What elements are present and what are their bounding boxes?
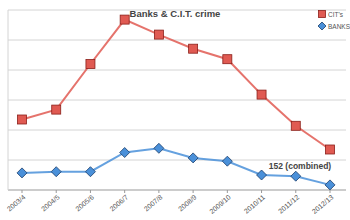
x-tick [261,190,262,193]
point [120,148,130,158]
series-line [22,20,330,150]
legend-label: BANKS [328,23,350,30]
x-tick [295,190,296,193]
point [51,167,61,177]
point [154,30,163,39]
x-tick [56,190,57,193]
annotation: 152 (combined) [269,161,332,171]
x-tick [227,190,228,193]
point [189,44,198,53]
legend-label: CIT's [328,11,344,18]
x-tick [124,190,125,193]
grid-line [8,40,346,41]
legend-marker [319,11,326,18]
x-tick-label: 2011/12 [277,193,301,214]
plot-area [17,15,335,190]
point [257,90,266,99]
point [326,145,335,154]
grid-line [8,100,346,101]
point [18,115,27,124]
x-tick-label: 2003/4 [6,193,27,212]
x-tick-label: 2009/10 [208,193,232,215]
x-tick [158,190,159,193]
point [223,55,232,64]
y-axis [8,10,9,190]
point [154,143,164,153]
point [291,171,301,181]
point [52,105,61,114]
x-tick-label: 2007/8 [143,193,164,212]
x-tick [90,190,91,193]
x-tick-label: 2006/7 [108,193,129,212]
legend-marker [318,22,326,30]
x-tick-label: 2005/6 [74,193,95,212]
point [257,170,267,180]
x-tick [193,190,194,193]
point [222,156,232,166]
point [188,153,198,163]
point [291,121,300,130]
x-tick-label: 2010/11 [243,193,267,214]
point [86,60,95,69]
point [17,168,27,178]
legend: CIT's BANKS [318,11,350,31]
grid-line [8,70,346,71]
point [85,167,95,177]
x-tick [22,190,23,193]
x-tick-label: 2008/9 [177,193,198,212]
point [325,180,335,190]
x-tick-label: 2012/13 [311,193,335,215]
point [120,15,129,24]
chart: 2003/4 2004/5 2005/6 2006/7 2007/8 2008/9 2009… [0,0,350,220]
title: Banks & C.I.T. crime [130,8,221,19]
x-tick-label: 2004/5 [40,193,61,212]
